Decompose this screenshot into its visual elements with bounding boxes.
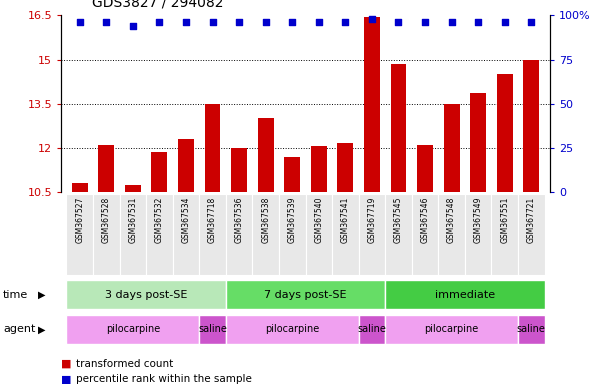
Bar: [390, 64, 406, 192]
Text: GSM367549: GSM367549: [474, 196, 483, 243]
Bar: [444, 104, 459, 192]
Point: [393, 19, 403, 25]
Bar: [67, 280, 226, 309]
Text: GSM367534: GSM367534: [181, 196, 191, 243]
Text: saline: saline: [357, 324, 386, 334]
Point: [261, 19, 271, 25]
Text: GSM367546: GSM367546: [420, 196, 430, 243]
Bar: [199, 194, 226, 275]
Bar: [226, 280, 385, 309]
Bar: [470, 93, 486, 192]
Text: GSM367545: GSM367545: [394, 196, 403, 243]
Text: GSM367531: GSM367531: [128, 196, 137, 243]
Bar: [417, 145, 433, 192]
Bar: [524, 60, 540, 192]
Text: 3 days post-SE: 3 days post-SE: [105, 290, 188, 300]
Point: [500, 19, 510, 25]
Bar: [67, 315, 199, 344]
Bar: [337, 143, 353, 192]
Text: ■: ■: [61, 374, 71, 384]
Bar: [67, 194, 93, 275]
Point: [474, 19, 483, 25]
Bar: [252, 194, 279, 275]
Bar: [279, 194, 306, 275]
Bar: [332, 194, 359, 275]
Point: [527, 19, 536, 25]
Text: immediate: immediate: [435, 290, 495, 300]
Text: GSM367719: GSM367719: [367, 196, 376, 243]
Text: pilocarpine: pilocarpine: [265, 324, 320, 334]
Bar: [152, 152, 167, 192]
Bar: [199, 315, 226, 344]
Bar: [146, 194, 173, 275]
Bar: [385, 315, 518, 344]
Bar: [311, 146, 327, 192]
Point: [287, 19, 297, 25]
Bar: [491, 194, 518, 275]
Text: GSM367538: GSM367538: [261, 196, 270, 243]
Text: pilocarpine: pilocarpine: [106, 324, 160, 334]
Text: 7 days post-SE: 7 days post-SE: [264, 290, 347, 300]
Bar: [98, 145, 114, 192]
Text: GDS3827 / 294082: GDS3827 / 294082: [92, 0, 223, 10]
Text: pilocarpine: pilocarpine: [425, 324, 479, 334]
Text: ■: ■: [61, 359, 71, 369]
Text: GSM367548: GSM367548: [447, 196, 456, 243]
Point: [208, 19, 218, 25]
Point: [314, 19, 324, 25]
Bar: [226, 194, 252, 275]
Bar: [178, 139, 194, 192]
Point: [447, 19, 456, 25]
Text: GSM367532: GSM367532: [155, 196, 164, 243]
Bar: [412, 194, 438, 275]
Point: [101, 19, 111, 25]
Bar: [364, 17, 380, 192]
Bar: [93, 194, 120, 275]
Text: saline: saline: [517, 324, 546, 334]
Bar: [385, 280, 544, 309]
Text: saline: saline: [198, 324, 227, 334]
Text: ▶: ▶: [38, 324, 45, 334]
Bar: [284, 157, 300, 192]
Point: [128, 23, 137, 29]
Text: GSM367540: GSM367540: [314, 196, 323, 243]
Bar: [497, 74, 513, 192]
Point: [155, 19, 164, 25]
Bar: [258, 118, 274, 192]
Text: GSM367536: GSM367536: [235, 196, 244, 243]
Bar: [518, 315, 544, 344]
Text: GSM367528: GSM367528: [102, 196, 111, 243]
Text: percentile rank within the sample: percentile rank within the sample: [76, 374, 252, 384]
Bar: [205, 104, 221, 192]
Text: GSM367527: GSM367527: [75, 196, 84, 243]
Text: agent: agent: [3, 324, 35, 334]
Text: GSM367551: GSM367551: [500, 196, 509, 243]
Bar: [359, 315, 385, 344]
Text: GSM367541: GSM367541: [341, 196, 350, 243]
Point: [75, 19, 84, 25]
Bar: [173, 194, 199, 275]
Bar: [518, 194, 544, 275]
Bar: [71, 183, 87, 192]
Bar: [438, 194, 465, 275]
Bar: [125, 185, 141, 192]
Text: time: time: [3, 290, 28, 300]
Bar: [231, 148, 247, 192]
Bar: [359, 194, 385, 275]
Text: GSM367721: GSM367721: [527, 196, 536, 243]
Text: GSM367718: GSM367718: [208, 196, 217, 243]
Point: [340, 19, 350, 25]
Bar: [306, 194, 332, 275]
Bar: [385, 194, 412, 275]
Point: [234, 19, 244, 25]
Point: [367, 16, 377, 22]
Bar: [120, 194, 146, 275]
Text: transformed count: transformed count: [76, 359, 174, 369]
Bar: [465, 194, 491, 275]
Point: [181, 19, 191, 25]
Bar: [226, 315, 359, 344]
Text: ▶: ▶: [38, 290, 45, 300]
Point: [420, 19, 430, 25]
Text: GSM367539: GSM367539: [288, 196, 297, 243]
